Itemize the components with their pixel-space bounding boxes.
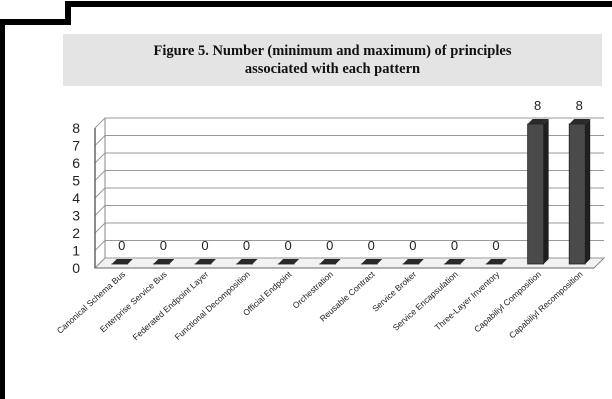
y-tick-label: 7: [72, 138, 80, 154]
y-tick-label: 2: [72, 225, 80, 241]
category-label: Canonical Schema Bus: [55, 269, 127, 336]
data-label: 0: [160, 238, 167, 253]
y-tick-label: 3: [72, 208, 80, 224]
data-label: 0: [451, 238, 458, 253]
data-label: 0: [368, 238, 375, 253]
gridline-side: [94, 257, 106, 269]
gridline-side: [94, 135, 106, 146]
bar-side: [585, 119, 591, 264]
figure-title: Figure 5. Number (minimum and maximum) o…: [153, 43, 512, 77]
data-label: 8: [534, 98, 541, 113]
gridline-side: [94, 222, 106, 234]
gridline-side: [94, 170, 106, 181]
data-label: 0: [492, 238, 499, 253]
bar-side: [543, 119, 549, 264]
data-label: 0: [118, 238, 125, 253]
bar-top: [236, 259, 258, 264]
gridline-side: [94, 152, 106, 164]
data-label: 0: [409, 238, 416, 253]
bar-top: [194, 259, 216, 264]
y-tick-label: 8: [72, 120, 80, 136]
bar-top: [527, 119, 549, 124]
bar-top: [569, 119, 591, 124]
bar-top: [486, 259, 508, 264]
bar-top: [278, 259, 300, 264]
bar-top: [361, 259, 383, 264]
bar: [527, 123, 545, 265]
category-label: Functional Decomposition: [172, 269, 252, 342]
y-tick-label: 5: [72, 173, 80, 189]
data-label: 8: [576, 98, 583, 113]
bar-top: [444, 259, 466, 264]
y-tick-label: 1: [72, 243, 80, 259]
data-label: 0: [243, 238, 250, 253]
category-label: Orchestration: [290, 269, 335, 311]
gridline-side: [94, 205, 106, 216]
bar-top: [319, 259, 341, 264]
y-tick-label: 4: [72, 190, 80, 206]
bar-top: [111, 259, 133, 264]
bar-top: [153, 259, 175, 264]
gridline-side: [94, 240, 106, 251]
gridline-side: [94, 187, 106, 199]
data-label: 0: [201, 238, 208, 253]
data-label: 0: [285, 238, 292, 253]
category-label: Federated Endpoint Layer: [131, 269, 211, 342]
gridline-side: [94, 117, 106, 129]
y-tick-label: 6: [72, 155, 80, 171]
bar-top: [402, 259, 424, 264]
data-label: 0: [326, 238, 333, 253]
bar: [568, 123, 586, 265]
figure-caption: Figure 5. Number (minimum and maximum) o…: [63, 34, 602, 86]
category-label: Capabiliyl Recomposition: [507, 269, 585, 340]
y-tick-label: 0: [72, 260, 80, 276]
